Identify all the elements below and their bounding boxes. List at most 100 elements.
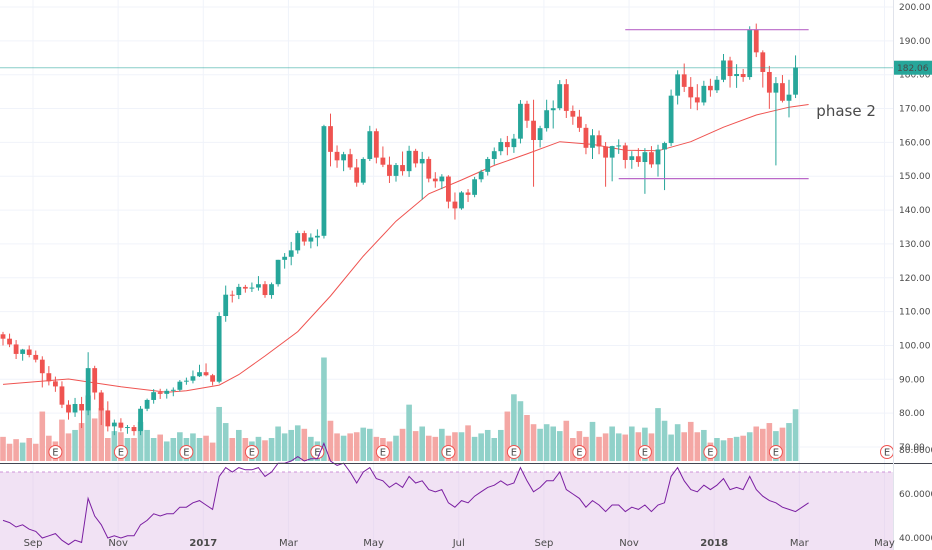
candle[interactable]: [20, 348, 26, 361]
earnings-marker[interactable]: E: [506, 445, 521, 459]
candle[interactable]: [426, 156, 432, 183]
candle[interactable]: [662, 141, 667, 191]
candle[interactable]: [590, 129, 595, 159]
candle[interactable]: [708, 78, 713, 97]
candle[interactable]: [760, 50, 766, 88]
candle[interactable]: [511, 133, 517, 153]
earnings-marker[interactable]: E: [768, 445, 783, 459]
candle[interactable]: [694, 84, 700, 111]
candle[interactable]: [459, 191, 464, 210]
candle[interactable]: [373, 128, 379, 164]
candle[interactable]: [655, 144, 661, 177]
candle[interactable]: [452, 192, 458, 220]
candle[interactable]: [681, 63, 687, 92]
candle[interactable]: [242, 284, 248, 293]
candle[interactable]: [125, 425, 130, 434]
candle[interactable]: [446, 175, 451, 209]
candle[interactable]: [26, 345, 32, 358]
candle[interactable]: [98, 390, 104, 425]
candle[interactable]: [315, 229, 320, 247]
candle[interactable]: [485, 156, 491, 176]
candle[interactable]: [518, 100, 523, 144]
candle[interactable]: [39, 356, 45, 388]
candle[interactable]: [465, 189, 471, 202]
candle[interactable]: [596, 130, 602, 155]
candle[interactable]: [269, 282, 274, 299]
candle[interactable]: [668, 89, 674, 147]
candle[interactable]: [262, 281, 268, 298]
candle[interactable]: [583, 124, 589, 155]
candle[interactable]: [478, 169, 484, 183]
earnings-marker[interactable]: E: [441, 445, 456, 459]
candle[interactable]: [138, 406, 143, 436]
candle[interactable]: [642, 148, 648, 194]
candle[interactable]: [256, 276, 261, 291]
earnings-marker-future[interactable]: E: [880, 445, 894, 459]
horizontal-lines[interactable]: [0, 29, 893, 180]
earnings-marker[interactable]: E: [179, 445, 194, 459]
candle[interactable]: [740, 68, 746, 82]
candle[interactable]: [177, 379, 183, 392]
candle[interactable]: [7, 333, 12, 348]
candle[interactable]: [229, 290, 235, 303]
candle[interactable]: [236, 283, 242, 300]
candle[interactable]: [439, 174, 445, 190]
candle[interactable]: [616, 139, 622, 154]
candle[interactable]: [295, 230, 301, 254]
earnings-marker[interactable]: E: [48, 445, 63, 459]
candle[interactable]: [118, 418, 124, 432]
candle[interactable]: [85, 352, 91, 416]
candle[interactable]: [105, 401, 111, 432]
candle[interactable]: [79, 396, 84, 429]
candle[interactable]: [491, 147, 497, 165]
candle[interactable]: [773, 77, 779, 166]
candle[interactable]: [184, 377, 189, 385]
candle[interactable]: [341, 151, 346, 172]
candle[interactable]: [675, 70, 681, 105]
candlesticks[interactable]: [0, 23, 798, 436]
candle[interactable]: [66, 400, 71, 420]
earnings-marker[interactable]: E: [572, 445, 587, 459]
candle[interactable]: [701, 80, 707, 106]
candle[interactable]: [688, 77, 694, 109]
candle[interactable]: [367, 125, 373, 161]
candle[interactable]: [406, 145, 412, 177]
candle[interactable]: [577, 109, 582, 132]
candle[interactable]: [131, 425, 137, 436]
earnings-marker[interactable]: E: [113, 445, 128, 459]
candle[interactable]: [727, 56, 733, 88]
candle[interactable]: [72, 397, 78, 417]
candle[interactable]: [432, 172, 438, 188]
candle[interactable]: [531, 99, 536, 187]
candle[interactable]: [387, 156, 392, 183]
candle[interactable]: [393, 163, 399, 182]
candle[interactable]: [334, 145, 340, 168]
candle[interactable]: [111, 419, 117, 436]
candle[interactable]: [282, 253, 288, 269]
candle[interactable]: [308, 233, 314, 249]
candle[interactable]: [360, 157, 366, 185]
candle[interactable]: [321, 124, 327, 239]
candle[interactable]: [144, 398, 150, 412]
candle[interactable]: [504, 135, 510, 156]
candle[interactable]: [275, 259, 281, 287]
candle[interactable]: [793, 55, 798, 99]
candle[interactable]: [524, 100, 530, 128]
candle[interactable]: [603, 142, 608, 187]
candle[interactable]: [203, 363, 209, 377]
candle[interactable]: [197, 364, 202, 377]
candle[interactable]: [557, 80, 563, 111]
candle[interactable]: [649, 146, 654, 168]
candle[interactable]: [380, 146, 386, 168]
earnings-marker[interactable]: E: [703, 445, 718, 459]
candle[interactable]: [288, 241, 294, 266]
candle[interactable]: [537, 125, 543, 148]
candle[interactable]: [347, 148, 353, 170]
candle[interactable]: [635, 148, 641, 167]
candle[interactable]: [328, 113, 333, 167]
candle[interactable]: [249, 282, 255, 292]
candle[interactable]: [164, 388, 170, 399]
